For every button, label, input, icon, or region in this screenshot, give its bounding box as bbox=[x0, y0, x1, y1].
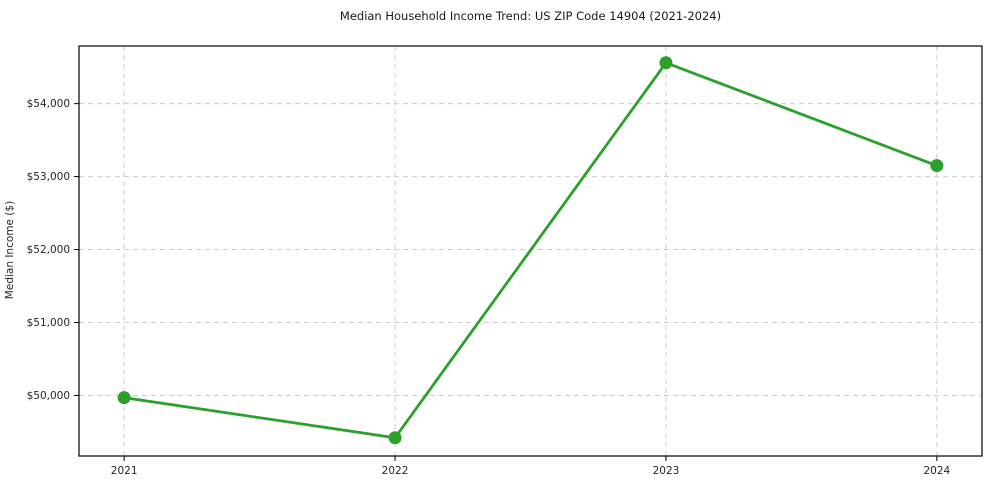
plot-border bbox=[78, 45, 983, 457]
y-tick-label: $51,000 bbox=[27, 317, 70, 329]
data-point bbox=[930, 159, 944, 173]
chart-title: Median Household Income Trend: US ZIP Co… bbox=[339, 9, 722, 23]
data-point bbox=[659, 56, 673, 70]
x-tick-label: 2021 bbox=[111, 465, 138, 477]
x-tick-label: 2022 bbox=[382, 465, 409, 477]
y-tick-label: $54,000 bbox=[27, 98, 70, 110]
y-axis-label: Median Income ($) bbox=[4, 200, 16, 300]
data-point bbox=[117, 391, 131, 405]
y-tick-label: $53,000 bbox=[27, 171, 70, 183]
x-tick-label: 2024 bbox=[923, 465, 950, 477]
x-tick-label: 2023 bbox=[653, 465, 680, 477]
trend-line bbox=[122, 61, 939, 440]
y-tick-label: $52,000 bbox=[27, 244, 70, 256]
y-tick-label: $50,000 bbox=[27, 390, 70, 402]
data-point bbox=[388, 431, 402, 445]
